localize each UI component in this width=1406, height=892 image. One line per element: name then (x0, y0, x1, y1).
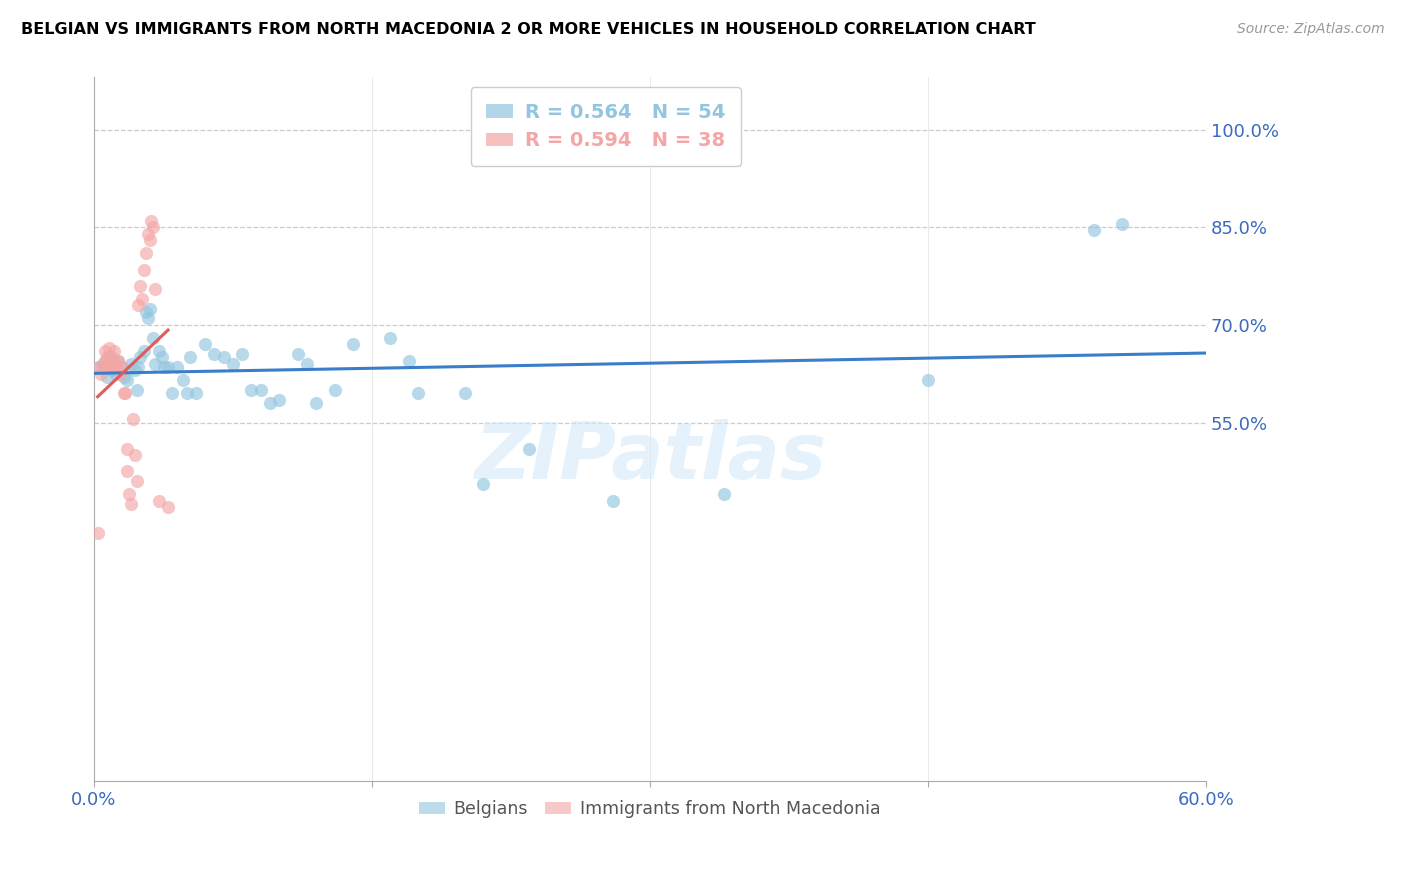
Point (136, 227, 159, 241)
Point (117, 464, 139, 478)
Point (148, 493, 170, 508)
Point (127, 298, 149, 312)
Text: ZIPatlas: ZIPatlas (474, 419, 825, 495)
Point (212, 351, 235, 365)
Point (96, 351, 118, 365)
Point (138, 301, 160, 316)
Point (127, 360, 149, 375)
Point (97, 357, 120, 371)
Point (105, 367, 128, 381)
Point (143, 357, 166, 371)
Point (157, 500, 180, 515)
Point (97, 341, 120, 355)
Point (100, 360, 122, 375)
Point (132, 343, 155, 358)
Point (91, 357, 114, 371)
Point (141, 213, 163, 227)
Point (132, 262, 155, 277)
Point (194, 337, 217, 351)
Point (131, 292, 153, 306)
Point (142, 331, 165, 345)
Point (124, 448, 146, 462)
Point (148, 343, 170, 358)
Point (153, 360, 176, 375)
Point (125, 383, 148, 397)
Point (259, 396, 281, 410)
Point (107, 353, 129, 368)
Point (96, 370, 118, 384)
Point (117, 442, 139, 456)
Point (107, 353, 129, 368)
Point (202, 347, 225, 361)
Point (111, 360, 134, 375)
Point (157, 360, 180, 375)
Point (1111, 217, 1133, 231)
Point (240, 383, 263, 397)
Point (406, 386, 429, 401)
Point (114, 386, 136, 401)
Point (249, 383, 271, 397)
Point (380, 331, 402, 345)
Point (231, 347, 253, 361)
Point (108, 367, 131, 381)
Point (142, 220, 165, 235)
Text: BELGIAN VS IMMIGRANTS FROM NORTH MACEDONIA 2 OR MORE VEHICLES IN HOUSEHOLD CORRE: BELGIAN VS IMMIGRANTS FROM NORTH MACEDON… (21, 22, 1036, 37)
Point (101, 363, 124, 377)
Point (111, 360, 134, 375)
Point (398, 353, 420, 368)
Point (86, 526, 108, 541)
Point (135, 246, 157, 260)
Point (152, 351, 174, 365)
Point (305, 396, 328, 410)
Point (295, 357, 318, 371)
Point (222, 357, 245, 371)
Point (112, 386, 135, 401)
Point (472, 477, 495, 491)
Point (179, 351, 201, 365)
Point (91, 360, 114, 375)
Point (287, 347, 309, 361)
Point (101, 360, 124, 375)
Point (269, 392, 291, 407)
Point (602, 493, 624, 508)
Point (90, 367, 112, 381)
Point (124, 363, 146, 377)
Point (166, 360, 188, 375)
Point (917, 373, 939, 387)
Point (184, 386, 207, 401)
Point (129, 278, 152, 293)
Point (89, 360, 111, 375)
Point (105, 357, 128, 371)
Point (138, 233, 160, 247)
Point (176, 386, 198, 401)
Point (143, 282, 166, 296)
Point (1083, 223, 1105, 237)
Point (342, 337, 364, 351)
Point (323, 383, 346, 397)
Point (94, 353, 117, 368)
Text: Source: ZipAtlas.com: Source: ZipAtlas.com (1237, 22, 1385, 37)
Point (160, 386, 183, 401)
Point (112, 370, 135, 384)
Point (172, 373, 194, 387)
Point (125, 474, 148, 488)
Legend: Belgians, Immigrants from North Macedonia: Belgians, Immigrants from North Macedoni… (412, 793, 887, 825)
Point (121, 412, 143, 426)
Point (453, 386, 475, 401)
Point (118, 487, 141, 501)
Point (117, 373, 139, 387)
Point (94, 343, 117, 358)
Point (713, 487, 735, 501)
Point (120, 497, 142, 511)
Point (97, 351, 120, 365)
Point (129, 351, 152, 365)
Point (517, 442, 540, 456)
Point (120, 357, 142, 371)
Point (101, 351, 124, 365)
Point (103, 343, 125, 358)
Point (136, 311, 159, 326)
Point (135, 305, 157, 319)
Point (89, 360, 111, 375)
